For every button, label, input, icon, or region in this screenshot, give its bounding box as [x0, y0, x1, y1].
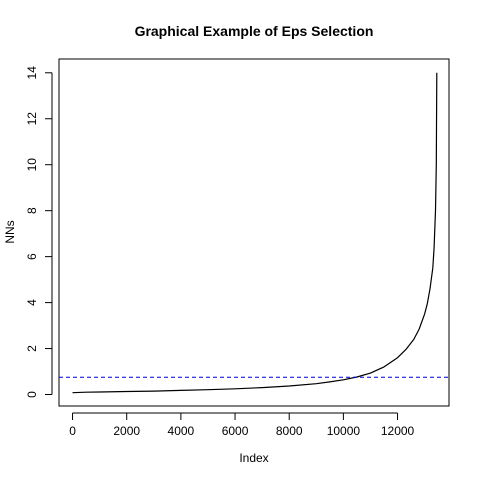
y-tick-label: 8: [25, 207, 39, 214]
y-tick-label: 6: [25, 253, 39, 260]
chart-title: Graphical Example of Eps Selection: [135, 23, 374, 39]
plot-marks: [59, 72, 449, 394]
plot-frame: [58, 58, 450, 407]
y-tick-label: 4: [25, 299, 39, 306]
x-tick-label: 4000: [168, 424, 195, 438]
x-tick-label: 12000: [381, 424, 415, 438]
x-tick-label: 6000: [222, 424, 249, 438]
x-tick-label: 0: [69, 424, 76, 438]
y-tick-label: 14: [25, 66, 39, 80]
y-tick-label: 10: [25, 158, 39, 172]
y-axis-label: NNs: [3, 220, 17, 243]
y-tick-label: 2: [25, 345, 39, 352]
y-tick-label: 0: [25, 391, 39, 398]
x-axis-label: Index: [239, 451, 268, 465]
series-line: [72, 72, 438, 394]
x-tick-label: 10000: [327, 424, 361, 438]
x-axis: 0 2000 4000 6000 8000 10000 12000: [69, 412, 415, 438]
y-tick-label: 12: [25, 112, 39, 126]
x-tick-label: 2000: [113, 424, 140, 438]
y-axis: 0 2 4 6 8 10 12 14: [25, 66, 53, 398]
x-tick-label: 8000: [276, 424, 303, 438]
